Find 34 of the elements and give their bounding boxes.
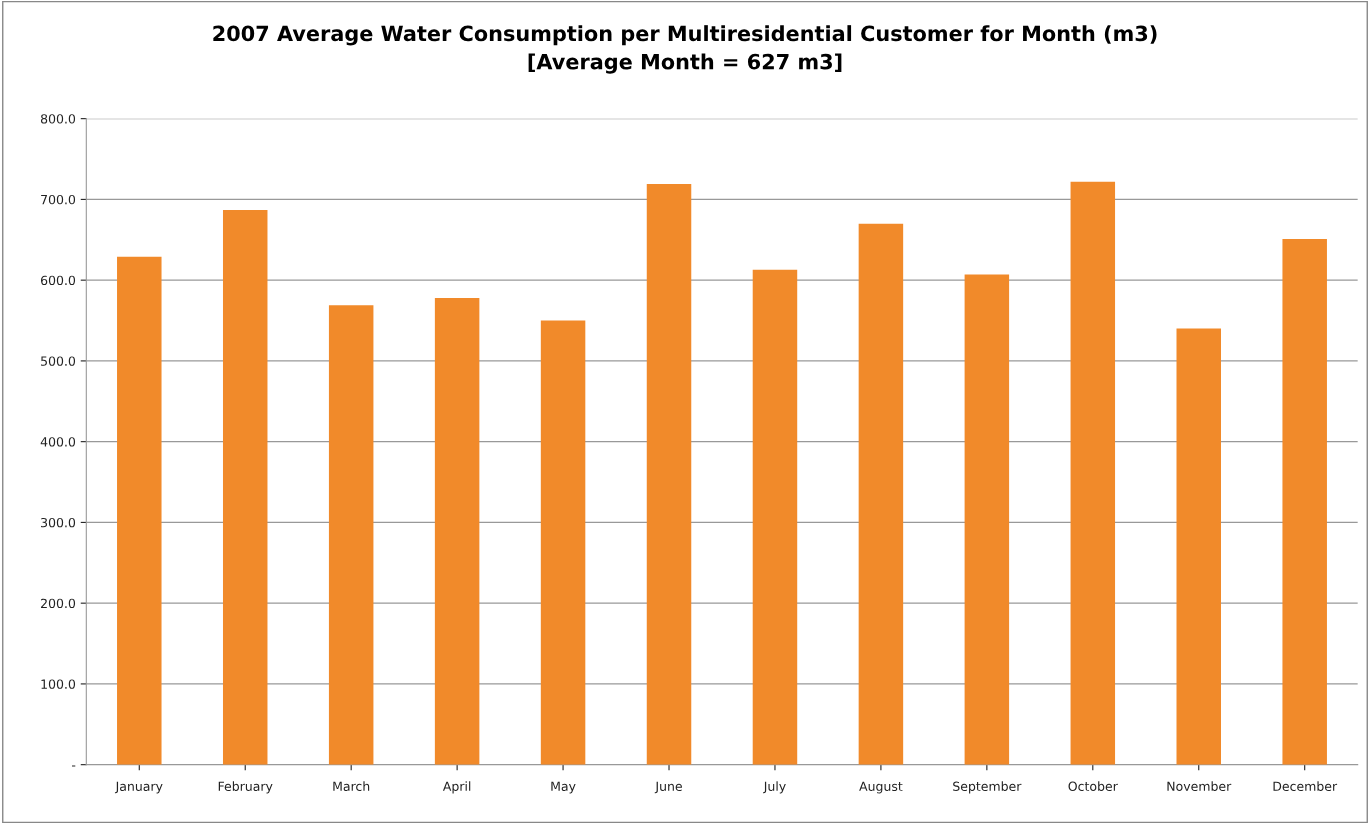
x-tick-label: June (654, 781, 682, 794)
bar (540, 320, 586, 765)
bar (1070, 181, 1116, 765)
x-tick-label: January (114, 781, 163, 794)
bar (328, 305, 374, 765)
x-tick-label: March (333, 781, 370, 792)
x-tick-label: May (551, 781, 576, 794)
x-tick-label: December (1273, 781, 1338, 792)
x-tick-label: November (1167, 781, 1232, 792)
y-tick-label: 100.0 (41, 679, 76, 689)
x-tick-label: July (763, 781, 786, 794)
y-tick-label: 800.0 (40, 114, 76, 124)
x-tick-label: August (859, 781, 903, 794)
bar (222, 209, 268, 765)
x-tick-label: September (953, 781, 1022, 794)
y-tick-label: 200.0 (41, 598, 76, 609)
y-tick-label: 700.0 (41, 194, 76, 205)
bar (646, 184, 692, 765)
y-tick-label: 500.0 (41, 356, 76, 366)
x-tick-label: February (218, 781, 273, 794)
x-tick-label: April (442, 781, 471, 794)
bar (434, 297, 480, 765)
y-tick-label: 600.0 (40, 275, 76, 286)
y-tick-label: 400.0 (40, 437, 76, 447)
bar (752, 269, 798, 765)
y-tick-label: - (71, 765, 76, 767)
x-tick-label: October (1068, 781, 1118, 792)
chart-title: 2007 Average Water Consumption per Multiresidential Customer for Month (m3) [Average Month = 627 m3] (213, 25, 1157, 74)
bar (1282, 238, 1327, 765)
bar (964, 274, 1010, 765)
bar (1176, 328, 1221, 765)
y-tick-label: 300.0 (41, 517, 76, 528)
bar (117, 256, 162, 765)
bar (858, 223, 904, 765)
